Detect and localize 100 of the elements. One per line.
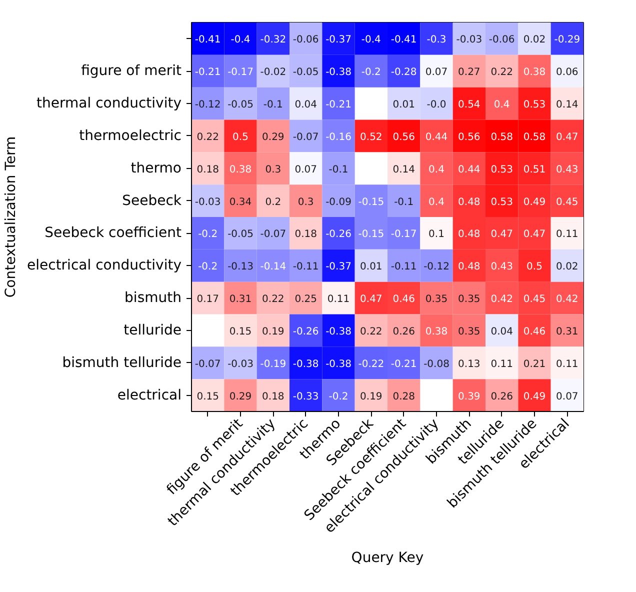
data-label: -0.21 (194, 67, 221, 78)
data-label: 0.53 (490, 196, 513, 208)
data-label: 0.06 (556, 67, 578, 78)
data-label: -0.07 (260, 229, 286, 240)
data-label: 0.38 (229, 164, 252, 176)
data-label: -0.12 (194, 100, 221, 111)
data-label: 0.56 (458, 132, 480, 143)
y-tick-label: bismuth (124, 290, 182, 306)
data-label: 0.35 (458, 294, 480, 306)
data-label: 0.3 (298, 196, 314, 208)
data-label: 0.02 (556, 262, 578, 273)
data-label: 0.49 (523, 391, 546, 402)
data-label: -0.07 (292, 132, 319, 143)
data-label: 0.29 (229, 391, 252, 402)
data-label: 0.56 (392, 132, 415, 143)
data-label: 0.46 (392, 294, 415, 306)
data-label: 0.51 (523, 164, 546, 176)
data-label: -0.09 (326, 196, 352, 208)
data-label: -0.29 (554, 34, 580, 46)
data-label: -0.21 (390, 358, 417, 370)
data-label: -0.17 (390, 229, 417, 240)
data-label: 0.38 (523, 67, 546, 78)
data-label: 0.22 (196, 132, 219, 143)
data-label: -0.19 (260, 358, 286, 370)
data-label: -0.2 (328, 391, 348, 402)
data-label: 0.07 (556, 391, 578, 402)
data-label: 0.01 (392, 100, 415, 111)
data-label: -0.2 (361, 67, 381, 78)
data-label: 0.5 (232, 132, 248, 143)
data-label: 0.25 (294, 294, 317, 306)
data-label: 0.1 (428, 229, 444, 240)
data-label: -0.2 (198, 262, 218, 273)
data-label: -0.03 (456, 34, 482, 46)
data-label: -0.07 (194, 358, 221, 370)
y-axis-title: Contextualization Term (3, 136, 20, 298)
data-label: 0.28 (392, 391, 415, 402)
data-label: -0.26 (292, 326, 319, 338)
data-label: -0.4 (361, 34, 381, 46)
y-tick-label: thermoelectric (79, 128, 182, 144)
data-label: -0.21 (326, 100, 352, 111)
data-label: 0.18 (196, 164, 219, 176)
data-label: -0.38 (326, 358, 352, 370)
y-tick-label: Seebeck coefficient (44, 225, 182, 242)
data-label: -0.4 (230, 34, 250, 46)
data-label: 0.26 (490, 391, 513, 402)
data-label: 0.19 (360, 391, 382, 402)
data-label: 0.42 (556, 294, 578, 306)
data-label: -0.03 (228, 358, 254, 370)
data-label: -0.2 (198, 229, 218, 240)
data-label: -0.1 (263, 100, 283, 111)
data-label: -0.11 (390, 262, 417, 273)
data-label: 0.53 (490, 164, 513, 176)
data-label: -0.05 (228, 229, 254, 240)
y-tick-label: thermo (130, 160, 182, 176)
data-label: -0.28 (390, 67, 417, 78)
data-label: -0.37 (326, 262, 352, 273)
data-label: -0.17 (228, 67, 254, 78)
data-label: -0.37 (326, 34, 352, 46)
data-label: -0.32 (260, 34, 286, 46)
data-label: 0.11 (556, 358, 578, 370)
data-label: 0.15 (196, 391, 219, 402)
data-label: 0.44 (458, 164, 480, 176)
data-label: 0.04 (490, 326, 513, 338)
y-tick-label: electrical (117, 387, 182, 404)
data-label: 0.14 (556, 100, 578, 111)
data-label: 0.15 (229, 326, 252, 338)
data-label: 0.34 (229, 196, 252, 208)
data-label: 0.45 (556, 196, 578, 208)
data-label: 0.54 (458, 100, 480, 111)
data-label: -0.06 (488, 34, 515, 46)
data-label: 0.2 (265, 196, 282, 208)
y-tick-label: thermal conductivity (36, 96, 182, 112)
data-label: -0.33 (292, 391, 319, 402)
data-label: 0.52 (360, 132, 382, 143)
data-label: 0.22 (262, 294, 284, 306)
data-label: -0.02 (260, 67, 286, 78)
data-label: -0.38 (326, 326, 352, 338)
y-tick-label: figure of merit (81, 63, 182, 80)
data-label: 0.45 (523, 294, 546, 306)
data-label: 0.43 (490, 262, 513, 273)
data-label: 0.53 (523, 100, 546, 111)
data-label: 0.3 (265, 164, 282, 176)
data-label: 0.4 (428, 196, 444, 208)
data-label: -0.05 (292, 67, 319, 78)
y-tick-label: electrical conductivity (27, 258, 182, 274)
data-label: 0.58 (490, 132, 513, 143)
data-label: 0.27 (458, 67, 480, 78)
data-label: 0.47 (523, 229, 546, 240)
data-label: 0.26 (392, 326, 415, 338)
data-label: 0.4 (494, 100, 510, 111)
data-label: 0.29 (262, 132, 284, 143)
data-label: -0.05 (228, 100, 254, 111)
data-label: 0.22 (490, 67, 513, 78)
data-label: 0.11 (556, 229, 578, 240)
data-label: 0.42 (490, 294, 513, 306)
x-axis-title: Query Key (351, 550, 424, 566)
data-label: 0.21 (523, 358, 546, 370)
data-label: -0.41 (390, 34, 417, 46)
data-label: 0.58 (523, 132, 546, 143)
data-label: -0.41 (194, 34, 221, 46)
